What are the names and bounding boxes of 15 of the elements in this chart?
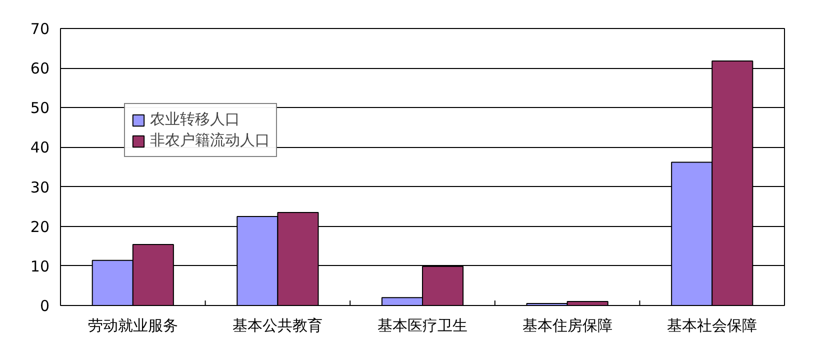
x-tick-label: 基本住房保障 [522, 316, 612, 334]
legend-label: 农业转移人口 [150, 110, 240, 129]
legend-label: 非农户籍流动人口 [150, 131, 270, 150]
y-tick-label: 20 [30, 218, 50, 236]
y-tick-label: 0 [40, 297, 50, 315]
x-tick-label: 基本公共教育 [232, 316, 323, 334]
y-tick-label: 10 [30, 257, 50, 276]
x-tick-label: 基本社会保障 [667, 316, 758, 334]
y-tick-label: 60 [30, 60, 50, 78]
y-tick-label: 70 [30, 20, 50, 38]
y-tick-label: 40 [30, 138, 50, 157]
x-tick-label: 基本医疗卫生 [378, 316, 468, 334]
x-tick-label: 劳动就业服务 [88, 316, 178, 334]
y-tick-label: 30 [30, 178, 50, 196]
y-tick-label: 50 [30, 99, 50, 118]
